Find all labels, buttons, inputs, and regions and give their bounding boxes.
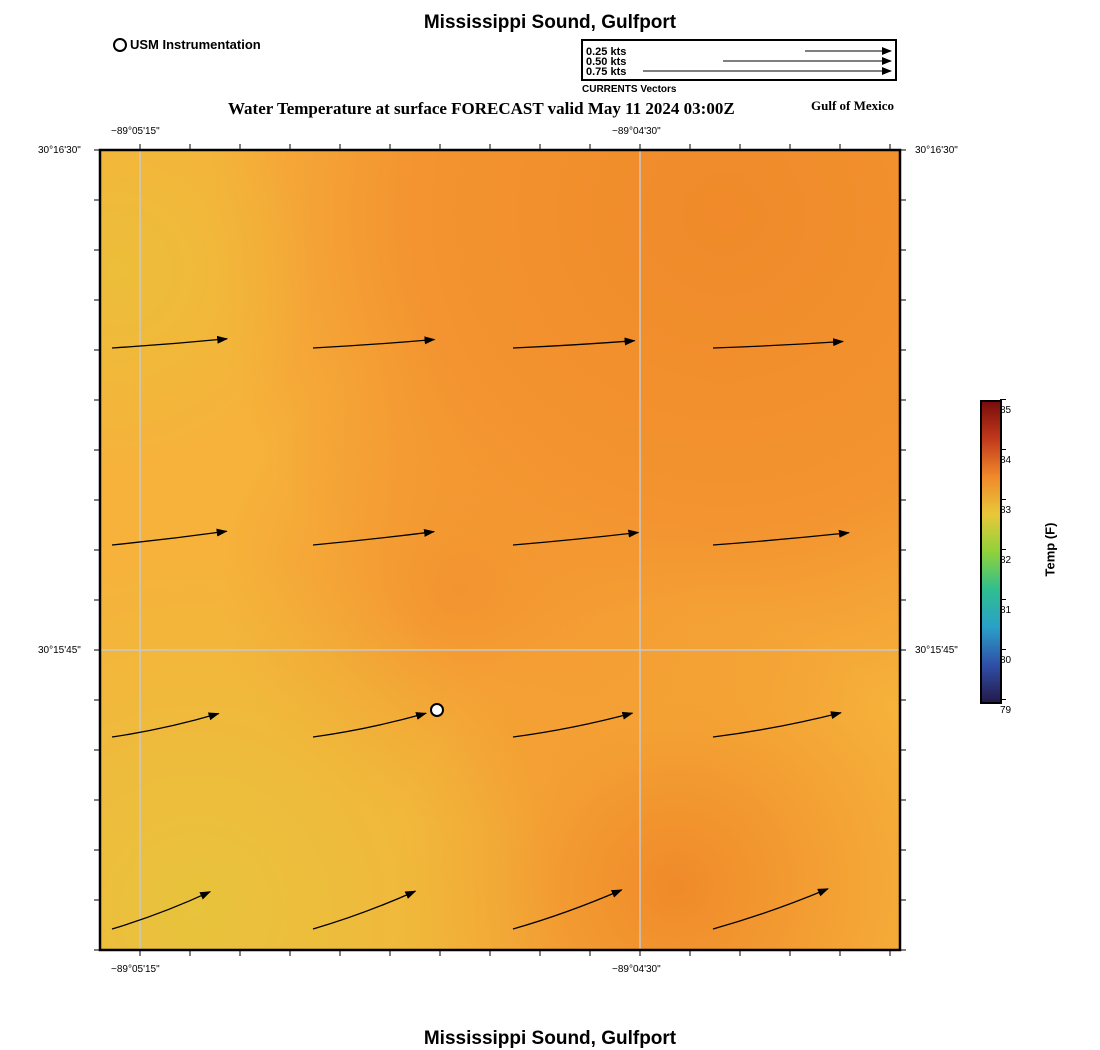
vector-scale-label: 0.75 kts	[586, 66, 627, 78]
vector-scale-label: 0.50 kts	[586, 56, 627, 68]
colorbar-tick-label: 82	[1000, 544, 1011, 566]
map-footer-title: Mississippi Sound, Gulfport	[423, 1028, 677, 1049]
lat-label-right: 30°16'30"	[915, 145, 958, 156]
current-vector	[111, 712, 220, 738]
temperature-field	[100, 150, 900, 950]
map-title: Mississippi Sound, Gulfport	[423, 12, 677, 33]
current-vector	[111, 335, 229, 349]
current-vector	[712, 888, 829, 930]
colorbar-tick-label: 81	[1000, 594, 1011, 616]
current-vectors	[111, 335, 850, 930]
lon-label-bottom: −89°04'30"	[612, 964, 661, 975]
vector-scale-box: 0.25 kts 0.50 kts 0.75 kts	[581, 39, 897, 81]
forecast-subtitle: Water Temperature at surface FORECAST va…	[228, 99, 735, 118]
usm-legend: USM Instrumentation	[113, 37, 261, 52]
colorbar-tick-label: 85	[1000, 394, 1011, 416]
vector-scale-arrows	[643, 47, 892, 75]
lon-label-bottom: −89°05'15"	[111, 964, 160, 975]
lat-label-left: 30°15'45"	[38, 645, 81, 656]
current-vector	[712, 711, 842, 738]
current-vector	[512, 889, 623, 930]
colorbar-title: Temp (F)	[1042, 522, 1058, 577]
colorbar-tick-label: 84	[1000, 444, 1011, 466]
lon-label-top: −89°05'15"	[111, 126, 160, 137]
current-vector	[111, 891, 212, 930]
graticule	[100, 150, 900, 950]
lat-label-right: 30°15'45"	[915, 645, 958, 656]
current-vector	[312, 890, 417, 930]
colorbar-tick-label: 79	[1000, 694, 1011, 716]
frame-ticks	[94, 144, 906, 956]
current-vector	[312, 712, 427, 738]
current-vector	[712, 338, 845, 349]
colorbar-tick-label: 80	[1000, 644, 1011, 666]
vector-scale-label: 0.25 kts	[586, 46, 627, 58]
usm-marker-icon	[113, 37, 127, 52]
current-vector	[712, 529, 850, 546]
current-vector	[512, 711, 634, 738]
vector-legend-title: CURRENTS Vectors	[582, 84, 677, 95]
region-label: Gulf of Mexico	[811, 98, 895, 113]
colorbar-tick-label: 83	[1000, 494, 1011, 516]
current-vector	[111, 528, 228, 546]
lon-label-top: −89°04'30"	[612, 126, 661, 137]
lat-label-left: 30°16'30"	[38, 145, 81, 156]
current-vector	[312, 336, 436, 349]
current-vector	[512, 337, 636, 349]
current-vector	[312, 528, 436, 546]
usm-legend-label: USM Instrumentation	[130, 37, 261, 52]
current-vector	[512, 529, 640, 546]
usm-instrument-site	[430, 703, 444, 717]
temperature-colorbar	[980, 400, 1002, 704]
